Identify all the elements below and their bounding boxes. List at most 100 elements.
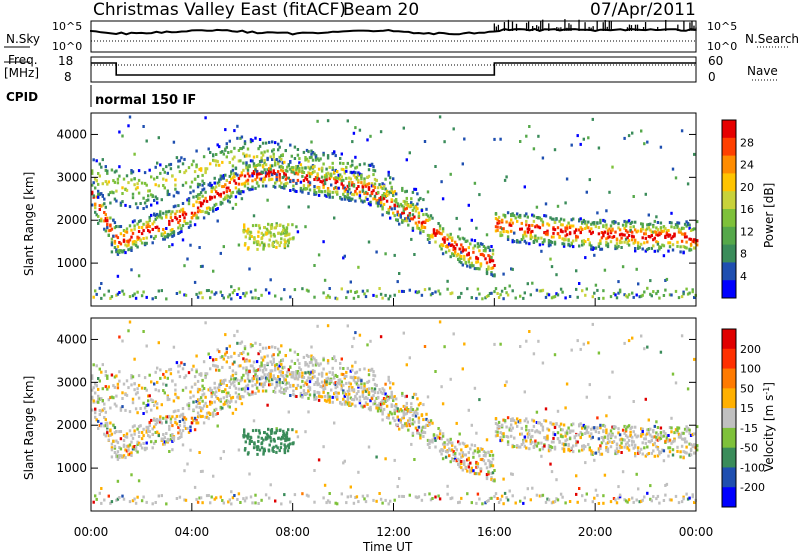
velocity-cell [280,359,283,363]
velocity-cell [163,436,166,440]
power-cell [680,129,684,133]
power-cell [222,152,225,156]
velocity-cell [116,497,120,501]
velocity-cell [487,450,490,454]
velocity-cell [313,390,316,393]
power-cell [101,158,104,162]
velocity-cell [466,469,469,473]
power-cell [216,192,219,195]
velocity-cell [354,360,357,364]
velocity-cell [219,397,222,401]
power-cell [543,231,546,235]
velocity-cell [488,465,492,469]
velocity-cell [91,395,94,399]
power-cell [655,292,658,296]
velocity-cell [614,449,617,453]
power-cell [302,187,306,191]
power-cell [349,164,352,168]
power-cell [620,232,623,236]
power-cell [242,190,245,194]
velocity-cell [528,330,531,333]
power-cell [634,249,637,253]
velocity-cell [342,373,345,376]
velocity-cell [340,357,343,361]
velocity-cell [360,386,363,390]
power-cell [525,223,528,227]
velocity-cell [174,409,177,413]
velocity-cell [310,345,313,349]
power-cell [581,243,584,247]
velocity-cell [367,387,371,391]
velocity-cell [564,439,567,443]
power-cell [218,145,221,149]
power-cell [240,190,244,193]
velocity-cell [274,499,277,503]
power-cell [189,224,192,228]
power-cell [458,237,461,241]
velocity-cell [457,440,460,444]
power-cell [266,156,269,160]
velocity-cell [269,375,272,379]
power-cell [624,229,628,233]
velocity-cell [631,336,634,340]
power-cell [271,149,274,153]
velocity-cell [431,421,434,425]
power-cell [685,287,688,291]
power-cell [382,196,386,200]
velocity-cell [396,407,399,411]
velocity-cell [422,431,425,434]
power-cell [291,223,294,227]
velocity-cell [133,388,136,392]
power-cell [564,226,567,230]
velocity-cell [115,453,118,457]
velocity-cell [537,339,540,343]
power-cell [227,186,230,190]
power-cell [372,184,375,188]
velocity-cell [499,498,502,502]
power-cell [142,207,145,210]
velocity-cell [491,471,495,475]
velocity-cell [228,379,231,383]
velocity-cell [451,496,454,500]
freq-tick-right-top: 60 [708,54,723,68]
power-cell [550,265,554,269]
velocity-cell [104,385,107,389]
power-cell [262,233,265,237]
velocity-cell [286,386,289,390]
power-cell [470,264,473,268]
velocity-cell [127,444,130,448]
power-cell [258,226,261,230]
velocity-cell [552,436,555,440]
power-cell [352,170,356,174]
velocity-cell [184,386,188,390]
power-cell [216,181,219,185]
power-cell [688,237,691,241]
velocity-cell [488,497,492,500]
power-cell [405,158,408,162]
power-cell [204,116,207,120]
power-cell [316,119,319,123]
velocity-cell [556,437,560,441]
velocity-cell [236,341,239,345]
power-cell [513,231,516,235]
power-cell [404,217,407,221]
velocity-cell [422,425,425,429]
power-cell [588,243,591,247]
velocity-cell [91,388,94,392]
velocity-cell [384,382,387,386]
velocity-cell [187,371,191,375]
power-cell [264,171,268,175]
power-cell [345,195,348,199]
velocity-cell [407,419,410,423]
power-cell [342,178,345,182]
velocity-cell [284,373,287,377]
power-cell [150,213,153,217]
velocity-cell [184,374,188,378]
power-cell [292,188,295,191]
power-cell [317,253,321,257]
power-cell [183,216,186,220]
velocity-cell [165,420,168,424]
velocity-cell [109,429,112,433]
power-cell [428,234,431,238]
power-cell [268,238,271,242]
